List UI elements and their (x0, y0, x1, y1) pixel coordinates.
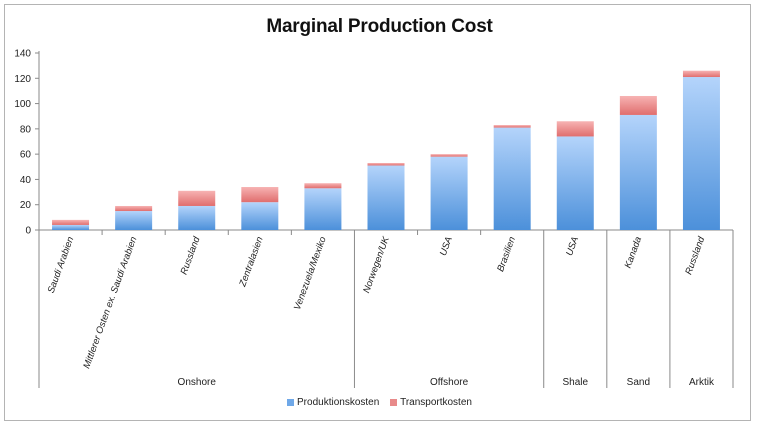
bar-transportkosten (493, 125, 531, 128)
bar-transportkosten (430, 154, 468, 157)
legend-swatch-produktionskosten (287, 399, 295, 406)
group-label: Offshore (430, 377, 469, 388)
bar-produktionskosten (52, 224, 90, 230)
y-tick-label: 100 (14, 99, 31, 110)
bar-transportkosten (304, 183, 342, 189)
bar-transportkosten (178, 190, 216, 206)
bar-produktionskosten (619, 114, 657, 230)
category-label: Brasilien (495, 235, 518, 273)
y-tick-label: 120 (14, 74, 31, 85)
chart-legend: Produktionskosten Transportkosten (0, 397, 759, 409)
group-label: Onshore (178, 377, 217, 388)
bar-produktionskosten (304, 188, 342, 230)
bar-produktionskosten (430, 156, 468, 230)
category-label: USA (564, 235, 581, 257)
y-tick-label: 60 (20, 150, 32, 161)
y-tick-label: 0 (25, 226, 31, 237)
bar-produktionskosten (115, 211, 153, 230)
y-tick-label: 40 (20, 175, 32, 186)
bar-transportkosten (619, 95, 657, 115)
category-label: Saudi Arabien (46, 235, 77, 295)
y-tick-label: 80 (20, 124, 32, 135)
bar-produktionskosten (682, 77, 720, 231)
category-label: Mittlerer Osten ex. Saudi Arabien (81, 235, 139, 370)
bar-produktionskosten (178, 205, 216, 230)
category-label: USA (438, 235, 455, 257)
group-label: Arktik (689, 377, 715, 388)
category-label: Norwegen/UK (361, 235, 392, 295)
legend-label-transportkosten: Transportkosten (400, 397, 472, 408)
category-label: Russland (179, 235, 203, 277)
bar-produktionskosten (241, 202, 279, 230)
y-tick-label: 20 (20, 200, 32, 211)
bar-transportkosten (367, 162, 405, 166)
bar-transportkosten (241, 187, 279, 203)
chart-title: Marginal Production Cost (266, 16, 493, 37)
bar-transportkosten (556, 121, 594, 137)
category-label: Kanada (623, 235, 645, 270)
legend-item-produktionskosten: Produktionskosten (287, 397, 379, 408)
bar-transportkosten (682, 70, 720, 78)
legend-label-produktionskosten: Produktionskosten (297, 397, 380, 408)
legend-swatch-transportkosten (390, 399, 398, 406)
bar-transportkosten (115, 205, 153, 212)
group-label: Sand (627, 377, 650, 388)
category-label: Venezuela/Mexiko (292, 235, 329, 311)
bar-produktionskosten (367, 165, 405, 230)
bar-produktionskosten (556, 136, 594, 230)
category-label: Zentralasien (237, 235, 266, 289)
y-tick-label: 140 (14, 49, 31, 60)
bar-transportkosten (52, 219, 90, 225)
bar-produktionskosten (493, 127, 531, 230)
group-label: Shale (562, 377, 588, 388)
category-label: Russland (683, 235, 707, 277)
legend-item-transportkosten: Transportkosten (390, 397, 472, 408)
